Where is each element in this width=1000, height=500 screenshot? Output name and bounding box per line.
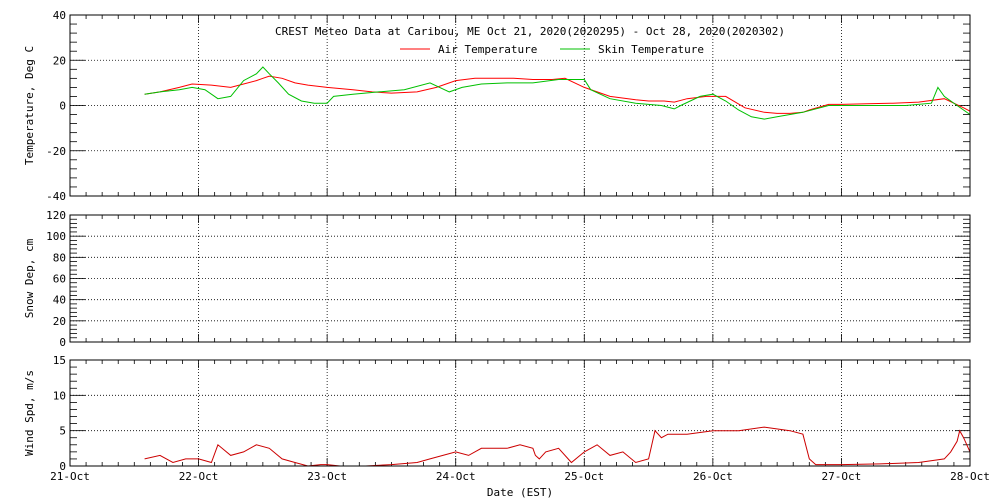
y-tick-label: 60	[53, 273, 66, 286]
plot-frame	[69, 359, 971, 467]
panel-0: -40 -20 0 20 40 Temperature, Deg C Air Tempera…	[23, 9, 971, 203]
y-tick-label: 100	[46, 230, 66, 243]
x-tick-label: 25-Oct	[564, 470, 604, 483]
x-tick-label: 28-Oct	[950, 470, 990, 483]
series-line-2-0	[144, 426, 971, 467]
y-tick-label: 80	[53, 251, 66, 264]
chart-title: CREST Meteo Data at Caribou, ME Oct 21, …	[275, 25, 785, 38]
y-tick-label: -40	[46, 190, 66, 203]
y-axis-label: Wind Spd, m/s	[23, 370, 36, 456]
y-tick-label: 40	[53, 294, 66, 307]
y-axis-label: Snow Dep, cm	[23, 238, 36, 318]
x-tick-label: 21-Oct	[50, 470, 90, 483]
panel-2: 0 5 10 15 21-Oct 22-Oct 23-Oct 24-Oct 25-Oct 26-O…	[23, 354, 990, 483]
y-tick-label: 40	[53, 9, 66, 22]
y-tick-label: 0	[59, 460, 66, 473]
series-line-0-1	[144, 66, 971, 120]
x-tick-label: 26-Oct	[693, 470, 733, 483]
legend-label: Skin Temperature	[598, 43, 704, 56]
y-tick-label: 120	[46, 209, 66, 222]
y-tick-label: 0	[59, 100, 66, 113]
x-axis-label: Date (EST)	[487, 486, 553, 499]
series-line-0-0	[144, 75, 971, 114]
plot-frame	[69, 214, 971, 343]
plot-frame	[69, 14, 971, 197]
legend-label: Air Temperature	[438, 43, 537, 56]
x-tick-label: 27-Oct	[822, 470, 862, 483]
y-tick-label: 5	[59, 425, 66, 438]
x-tick-label: 24-Oct	[436, 470, 476, 483]
y-tick-label: 20	[53, 315, 66, 328]
y-tick-label: -20	[46, 145, 66, 158]
y-tick-label: 0	[59, 336, 66, 349]
y-tick-label: 15	[53, 354, 66, 367]
x-tick-label: 23-Oct	[307, 470, 347, 483]
y-tick-label: 20	[53, 54, 66, 67]
y-tick-label: 10	[53, 389, 66, 402]
panel-1: 0 20 40 60 80 100 120 Snow Dep, cm	[23, 209, 971, 349]
y-axis-label: Temperature, Deg C	[23, 46, 36, 165]
x-tick-label: 22-Oct	[179, 470, 219, 483]
